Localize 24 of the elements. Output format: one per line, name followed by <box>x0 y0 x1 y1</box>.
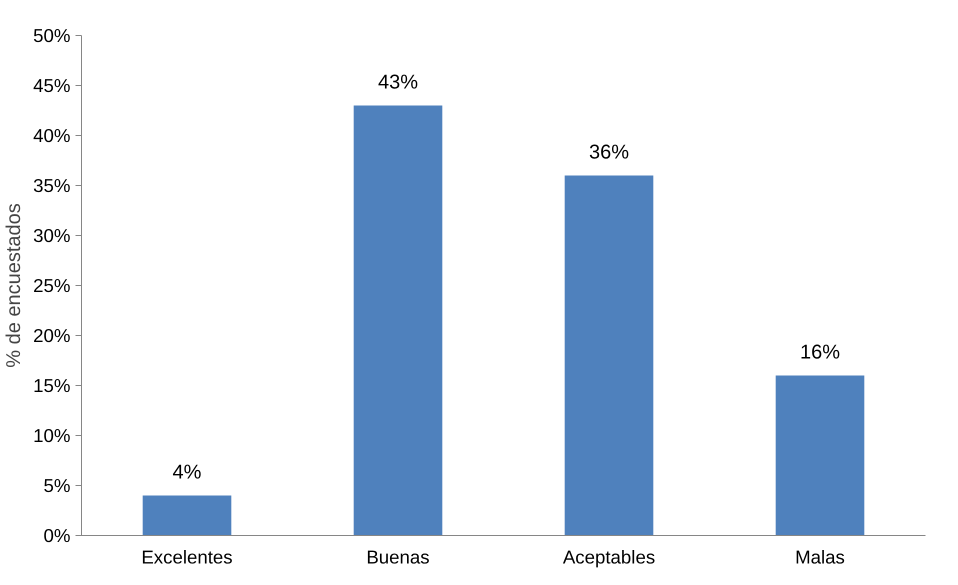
data-label: 16% <box>800 342 840 364</box>
y-tick-label: 0% <box>44 525 71 546</box>
data-label: 36% <box>588 142 630 164</box>
data-label: 4% <box>172 462 202 484</box>
bar <box>354 106 442 536</box>
data-label: 43% <box>378 72 418 94</box>
y-tick-label: 50% <box>33 25 71 46</box>
bar <box>142 496 232 536</box>
bar <box>776 376 864 536</box>
y-axis-title: % de encuestados <box>3 203 26 368</box>
y-tick-label: 10% <box>33 425 71 446</box>
y-tick-label: 5% <box>44 475 71 496</box>
y-tick-label: 35% <box>33 175 71 196</box>
x-tick-label: Buenas <box>366 546 430 568</box>
y-tick-label: 25% <box>33 275 71 296</box>
x-tick-label: Excelentes <box>141 546 233 568</box>
y-tick-label: 30% <box>33 225 71 246</box>
y-tick-label: 20% <box>33 325 71 346</box>
bar <box>564 176 654 536</box>
x-tick-label: Aceptables <box>562 546 656 568</box>
y-tick-label: 45% <box>33 75 71 96</box>
y-tick-label: 40% <box>33 125 71 146</box>
x-tick-label: Malas <box>795 546 845 568</box>
y-tick-label: 15% <box>33 375 71 396</box>
